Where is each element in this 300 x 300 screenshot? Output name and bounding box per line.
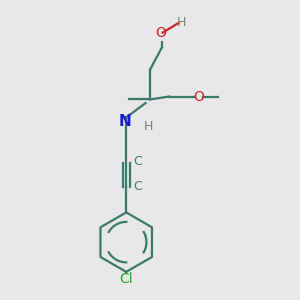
Text: N: N (118, 114, 131, 129)
Text: H: H (176, 16, 186, 29)
Text: O: O (194, 89, 205, 103)
Text: C: C (134, 155, 142, 168)
Text: H: H (144, 120, 153, 133)
Text: C: C (134, 180, 142, 194)
Text: O: O (155, 26, 166, 40)
Text: Cl: Cl (119, 272, 133, 286)
